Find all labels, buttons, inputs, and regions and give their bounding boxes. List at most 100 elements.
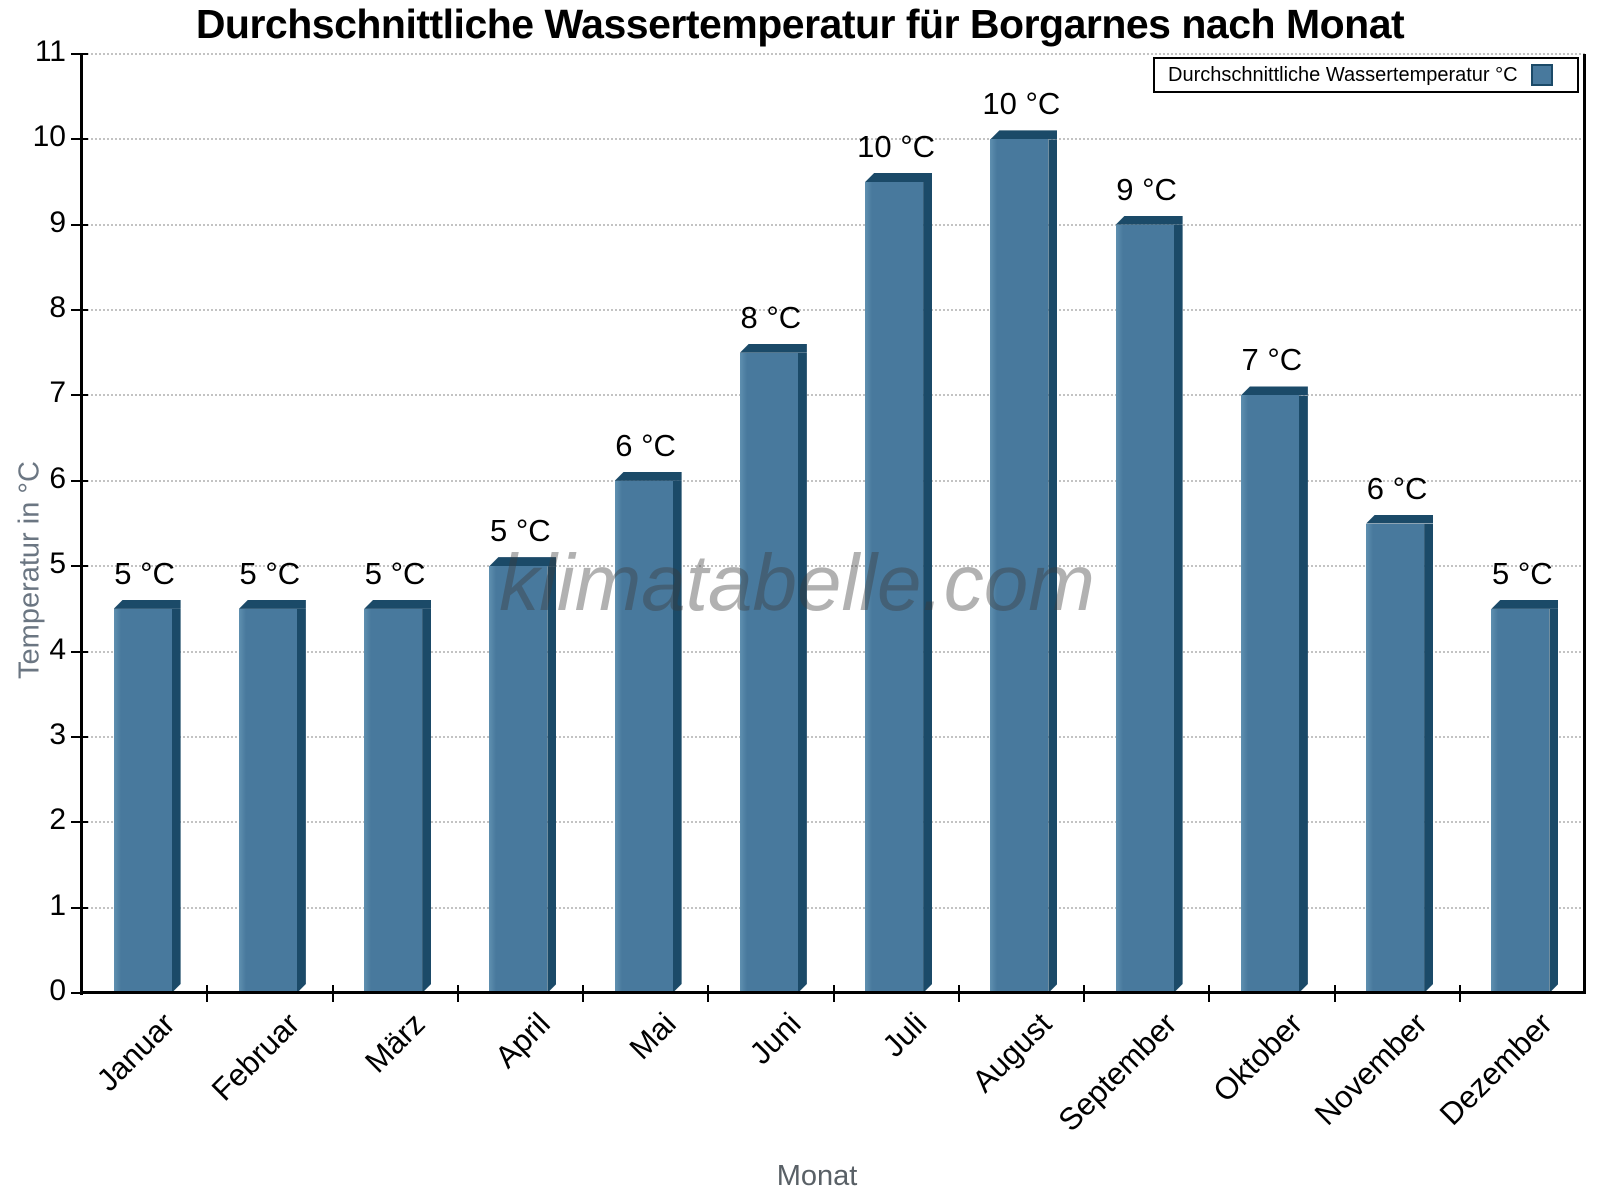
gridline-7 [82,394,1585,397]
bar-september [1115,215,1183,993]
bar-november [1366,514,1434,994]
bar-dezember [1491,599,1559,993]
y-tick-label-8: 8 [49,291,66,325]
y-tick-label-5: 5 [49,547,66,581]
y-tick-10 [71,138,88,141]
bar-side-edge [1549,609,1558,993]
x-tick-label-september: September [1051,1006,1184,1138]
legend-swatch-icon [1530,64,1553,86]
bar-face [990,139,1049,993]
y-tick-9 [71,223,88,226]
gridline-4 [82,650,1585,653]
bar-side-edge [1048,139,1057,993]
y-tick-6 [71,479,88,482]
bar-face [364,608,423,993]
bar-side-edge [798,353,807,993]
gridline-6 [82,479,1585,482]
bar-side-edge [172,609,181,993]
x-tick-label-mai: Mai [622,1006,683,1067]
bar-value-label-8: 10 °C [982,86,1061,122]
y-tick-label-0: 0 [49,974,66,1007]
y-tick-label-6: 6 [49,461,66,495]
bar-face [614,480,673,993]
gridline-9 [82,223,1585,226]
bar-value-label-7: 10 °C [857,129,936,165]
bar-top-edge [238,599,306,609]
x-tick-label-märz: März [358,1006,432,1080]
bar-side-edge [1424,524,1433,994]
gridline-3 [82,735,1585,738]
bar-juli [865,173,933,993]
y-tick-label-11: 11 [34,35,66,68]
x-tick-label-juni: Juni [742,1006,808,1071]
x-tick-label-november: November [1308,1006,1434,1132]
bar-value-label-1: 5 °C [114,555,175,591]
x-tick-label-juli: Juli [875,1006,933,1064]
x-axis-title: Monat [776,1160,858,1192]
bar-value-label-10: 7 °C [1241,342,1303,378]
gridline-2 [82,821,1585,824]
bar-value-label-11: 6 °C [1366,470,1428,506]
y-tick-label-3: 3 [49,717,66,751]
bar-side-edge [422,609,431,993]
bar-value-label-6: 8 °C [740,299,802,335]
bar-side-edge [297,609,306,993]
legend-box: Durchschnittliche Wassertemperatur °C [1153,57,1579,93]
bar-value-label-5: 6 °C [615,427,676,463]
bar-value-label-2: 5 °C [239,555,301,591]
bar-top-edge [113,599,181,609]
bar-februar [238,599,306,993]
bar-januar [113,599,181,993]
x-tick-label-oktober: Oktober [1205,1006,1309,1109]
y-tick-label-1: 1 [49,888,66,922]
gridline-5 [82,565,1585,568]
y-tick-label-10: 10 [32,120,66,154]
bar-face [1115,224,1174,993]
bar-mai [614,471,682,993]
y-tick-8 [71,309,88,312]
bar-juni [739,343,807,993]
bar-top-edge [1491,599,1559,609]
x-tick-label-januar: Januar [89,1006,182,1098]
bar-top-edge [1366,514,1434,524]
bar-side-edge [1299,395,1308,993]
bar-side-edge [1174,225,1183,993]
y-tick-1 [71,906,88,909]
bar-top-edge [865,173,933,183]
bar-face [489,566,548,993]
bar-top-edge [614,471,682,481]
y-tick-3 [71,735,88,738]
bar-face [238,608,297,993]
bar-top-edge [1240,386,1308,396]
x-tick-label-april: April [488,1006,558,1075]
bar-top-edge [1115,215,1183,225]
bar-value-label-9: 9 °C [1116,171,1177,207]
bar-face [113,608,172,993]
bar-value-label-3: 5 °C [364,555,426,591]
bar-side-edge [923,182,932,993]
y-tick-5 [71,565,88,568]
bar-top-edge [990,130,1058,140]
bar-top-edge [364,599,432,609]
y-tick-7 [71,394,88,397]
y-tick-label-7: 7 [49,376,66,410]
bar-märz [364,599,432,993]
gridline-10 [82,138,1585,141]
bar-top-edge [489,557,557,567]
bar-value-label-4: 5 °C [490,513,551,549]
y-tick-label-4: 4 [49,632,66,666]
bar-face [1491,608,1550,993]
x-tick-label-dezember: Dezember [1433,1006,1560,1132]
bar-face [739,352,798,993]
gridline-8 [82,309,1585,312]
y-tick-label-9: 9 [49,205,66,239]
legend-label: Durchschnittliche Wassertemperatur °C [1168,63,1518,86]
y-tick-2 [71,821,88,824]
bar-side-edge [673,481,682,993]
y-tick-label-2: 2 [49,803,66,837]
bar-top-edge [739,343,807,353]
bar-face [865,182,924,993]
bar-august [990,130,1058,993]
bar-oktober [1240,386,1308,993]
